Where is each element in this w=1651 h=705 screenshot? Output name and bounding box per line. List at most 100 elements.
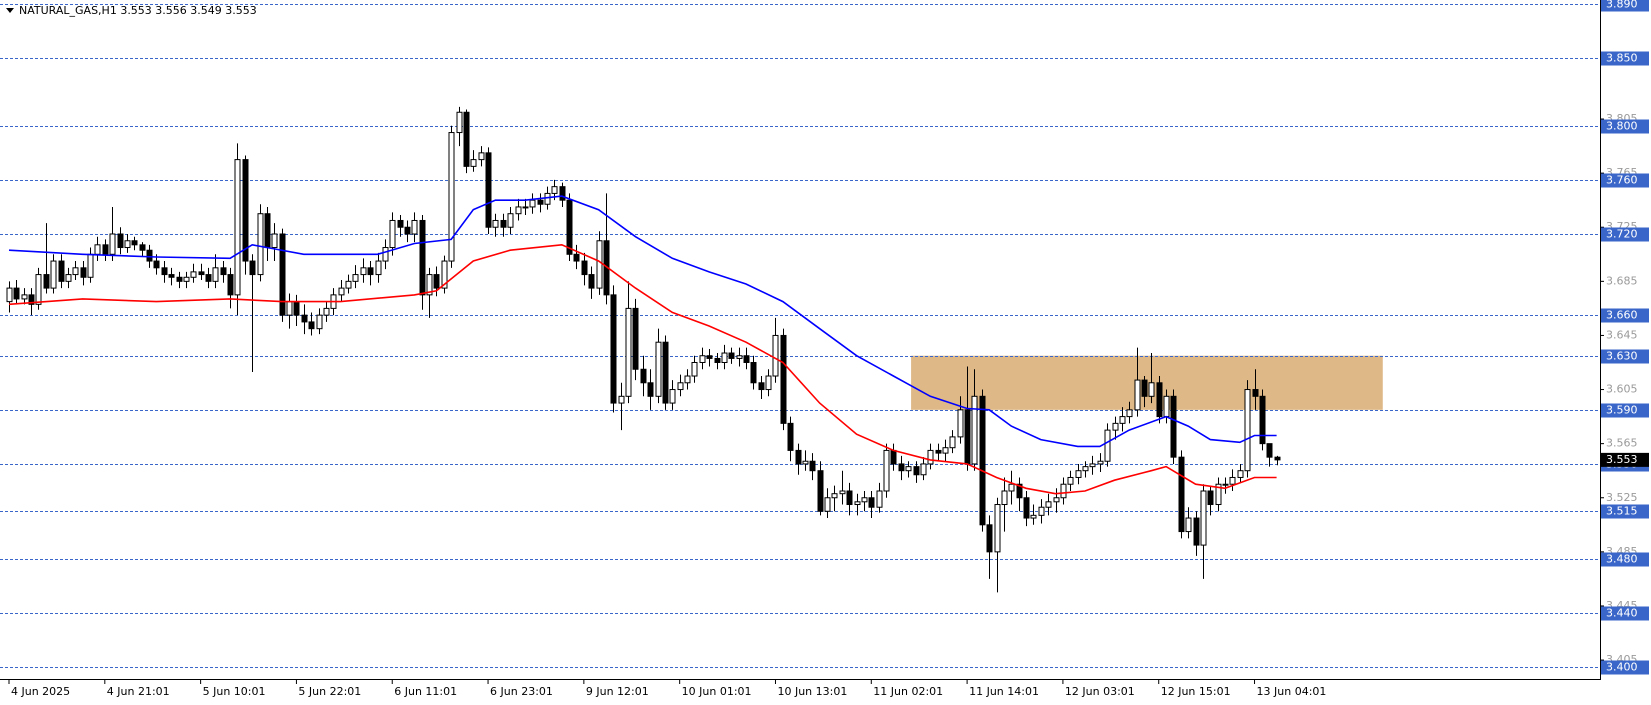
candle-body bbox=[905, 466, 912, 472]
candle-body bbox=[890, 449, 897, 465]
candle-body bbox=[610, 294, 617, 404]
x-tick-label: 6 Jun 23:01 bbox=[490, 685, 553, 698]
candle-body bbox=[1119, 416, 1126, 424]
candle-body bbox=[507, 213, 514, 228]
candle-body bbox=[426, 274, 433, 296]
candle-body bbox=[1148, 382, 1155, 397]
candle-body bbox=[131, 240, 138, 246]
candle-body bbox=[1266, 443, 1273, 458]
x-tick-label: 13 Jun 04:01 bbox=[1257, 685, 1327, 698]
y-tick-label: 3.565 bbox=[1606, 437, 1638, 450]
candle-body bbox=[684, 375, 691, 384]
candle-body bbox=[109, 233, 116, 255]
candle-body bbox=[234, 159, 241, 296]
candle-body bbox=[50, 260, 57, 289]
candle-body bbox=[640, 368, 647, 384]
candle-body bbox=[537, 199, 544, 205]
level-label: 3.440 bbox=[1606, 607, 1638, 620]
candle-body bbox=[1001, 490, 1008, 506]
candle-body bbox=[456, 111, 463, 134]
candle-body bbox=[935, 449, 942, 454]
candle-body bbox=[750, 361, 757, 384]
candle-body bbox=[662, 341, 669, 404]
candle-body bbox=[397, 219, 404, 228]
last-price-box bbox=[1601, 452, 1649, 467]
candle-body bbox=[1156, 382, 1163, 418]
candle-body bbox=[1053, 497, 1060, 503]
candle-body bbox=[559, 186, 566, 201]
candle-body bbox=[404, 226, 411, 235]
candle-body bbox=[743, 355, 750, 363]
candle-body bbox=[1075, 470, 1082, 478]
candle-body bbox=[957, 409, 964, 438]
candle-body bbox=[1134, 379, 1141, 411]
candle-body bbox=[714, 357, 721, 363]
candle-body bbox=[212, 267, 219, 282]
candle-body bbox=[677, 382, 684, 391]
level-label-box bbox=[1601, 51, 1649, 66]
candle-body bbox=[220, 267, 227, 276]
candle-body bbox=[470, 159, 477, 167]
level-label-box bbox=[1601, 349, 1649, 364]
candle-body bbox=[271, 233, 278, 249]
candle-body bbox=[382, 247, 389, 262]
moving-average-line bbox=[8, 243, 1277, 495]
candle-body bbox=[1237, 470, 1244, 478]
candle-body bbox=[854, 501, 861, 506]
candle-body bbox=[183, 276, 190, 282]
candle-body bbox=[1089, 463, 1096, 468]
candle-body bbox=[433, 274, 440, 289]
candle-body bbox=[242, 159, 249, 262]
candle-body bbox=[1104, 429, 1111, 462]
candle-body bbox=[198, 271, 205, 276]
candle-body bbox=[913, 466, 920, 476]
candle-body bbox=[1141, 379, 1148, 397]
candle-body bbox=[1207, 490, 1214, 506]
level-label: 3.590 bbox=[1606, 404, 1638, 417]
level-label: 3.720 bbox=[1606, 228, 1638, 241]
candle-body bbox=[1274, 456, 1281, 461]
candle-body bbox=[441, 260, 448, 289]
y-tick-label: 3.645 bbox=[1606, 328, 1638, 341]
candle-body bbox=[596, 240, 603, 289]
candle-body bbox=[205, 274, 212, 282]
level-label: 3.850 bbox=[1606, 52, 1638, 65]
candle-body bbox=[817, 470, 824, 512]
x-tick-label: 12 Jun 03:01 bbox=[1065, 685, 1135, 698]
candle-body bbox=[249, 260, 256, 276]
candle-body bbox=[876, 490, 883, 508]
candle-body bbox=[308, 321, 315, 330]
level-label-box bbox=[1601, 0, 1649, 12]
candle-body bbox=[699, 355, 706, 363]
candle-body bbox=[264, 213, 271, 249]
candle-body bbox=[831, 493, 838, 499]
candle-body bbox=[1185, 517, 1192, 533]
x-tick-label: 12 Jun 15:01 bbox=[1161, 685, 1231, 698]
candle-body bbox=[691, 361, 698, 377]
candle-body bbox=[257, 213, 264, 276]
candle-body bbox=[360, 267, 367, 276]
y-tick-label: 3.525 bbox=[1606, 491, 1638, 504]
candle-body bbox=[920, 463, 927, 476]
candle-body bbox=[964, 409, 971, 465]
level-label-box bbox=[1601, 660, 1649, 675]
x-tick-label: 4 Jun 21:01 bbox=[107, 685, 170, 698]
candle-body bbox=[551, 186, 558, 194]
candle-body bbox=[1170, 395, 1177, 458]
candle-body bbox=[1008, 483, 1015, 492]
level-label: 3.660 bbox=[1606, 309, 1638, 322]
candle-body bbox=[883, 449, 890, 492]
candle-body bbox=[80, 267, 87, 278]
candle-body bbox=[102, 244, 109, 255]
level-label: 3.800 bbox=[1606, 120, 1638, 133]
candle-body bbox=[1082, 466, 1089, 472]
menu-triangle[interactable] bbox=[6, 8, 14, 13]
plot-area bbox=[0, 4, 1600, 668]
candle-body bbox=[375, 260, 382, 276]
candle-body bbox=[839, 490, 846, 495]
x-tick-label: 5 Jun 22:01 bbox=[298, 685, 361, 698]
candle-body bbox=[949, 436, 956, 449]
candle-body bbox=[787, 422, 794, 451]
candle-body bbox=[1023, 497, 1030, 519]
candle-body bbox=[802, 460, 809, 465]
